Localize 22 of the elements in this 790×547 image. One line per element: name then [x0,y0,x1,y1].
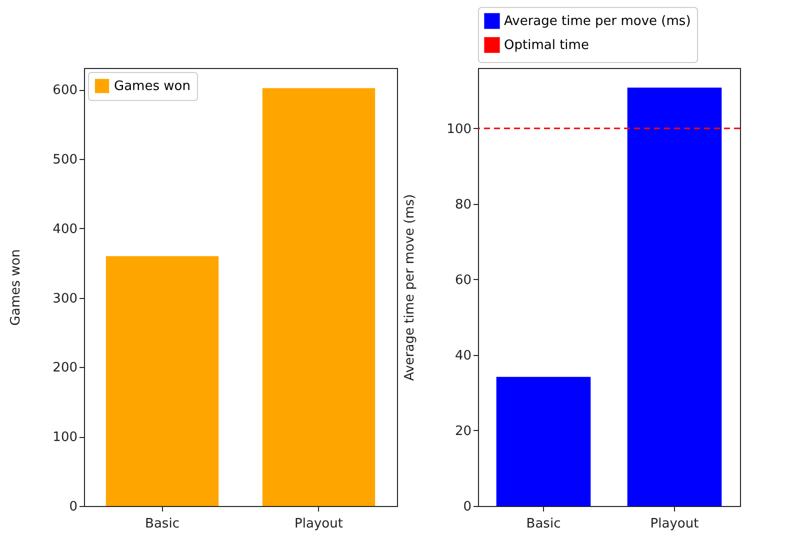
legend-label: Games won [114,79,190,94]
y-tick-label: 600 [52,83,78,98]
y-tick-label: 400 [52,222,78,237]
y-axis-title: Games won [8,249,24,326]
y-tick-label: 100 [446,122,472,137]
y-tick-label: 500 [52,152,78,168]
x-tick-label: Playout [294,516,343,532]
y-tick-label: 80 [454,197,472,212]
y-tick-label: 20 [454,424,472,439]
legend-label: Optimal time [504,38,589,53]
y-tick-label: 0 [463,500,472,514]
y-tick-label: 40 [454,348,472,364]
y-tick-label: 300 [52,291,78,306]
legend-label: Average time per move (ms) [504,14,691,29]
y-tick-label: 100 [52,430,78,446]
x-tick-label: Basic [526,516,561,532]
y-tick-label: 0 [69,500,78,514]
x-tick-label: Playout [650,516,699,532]
y-tick-label: 200 [52,360,78,376]
x-tick-label: Basic [145,516,180,532]
y-axis-title: Average time per move (ms) [402,194,418,381]
y-tick-label: 60 [454,272,472,288]
